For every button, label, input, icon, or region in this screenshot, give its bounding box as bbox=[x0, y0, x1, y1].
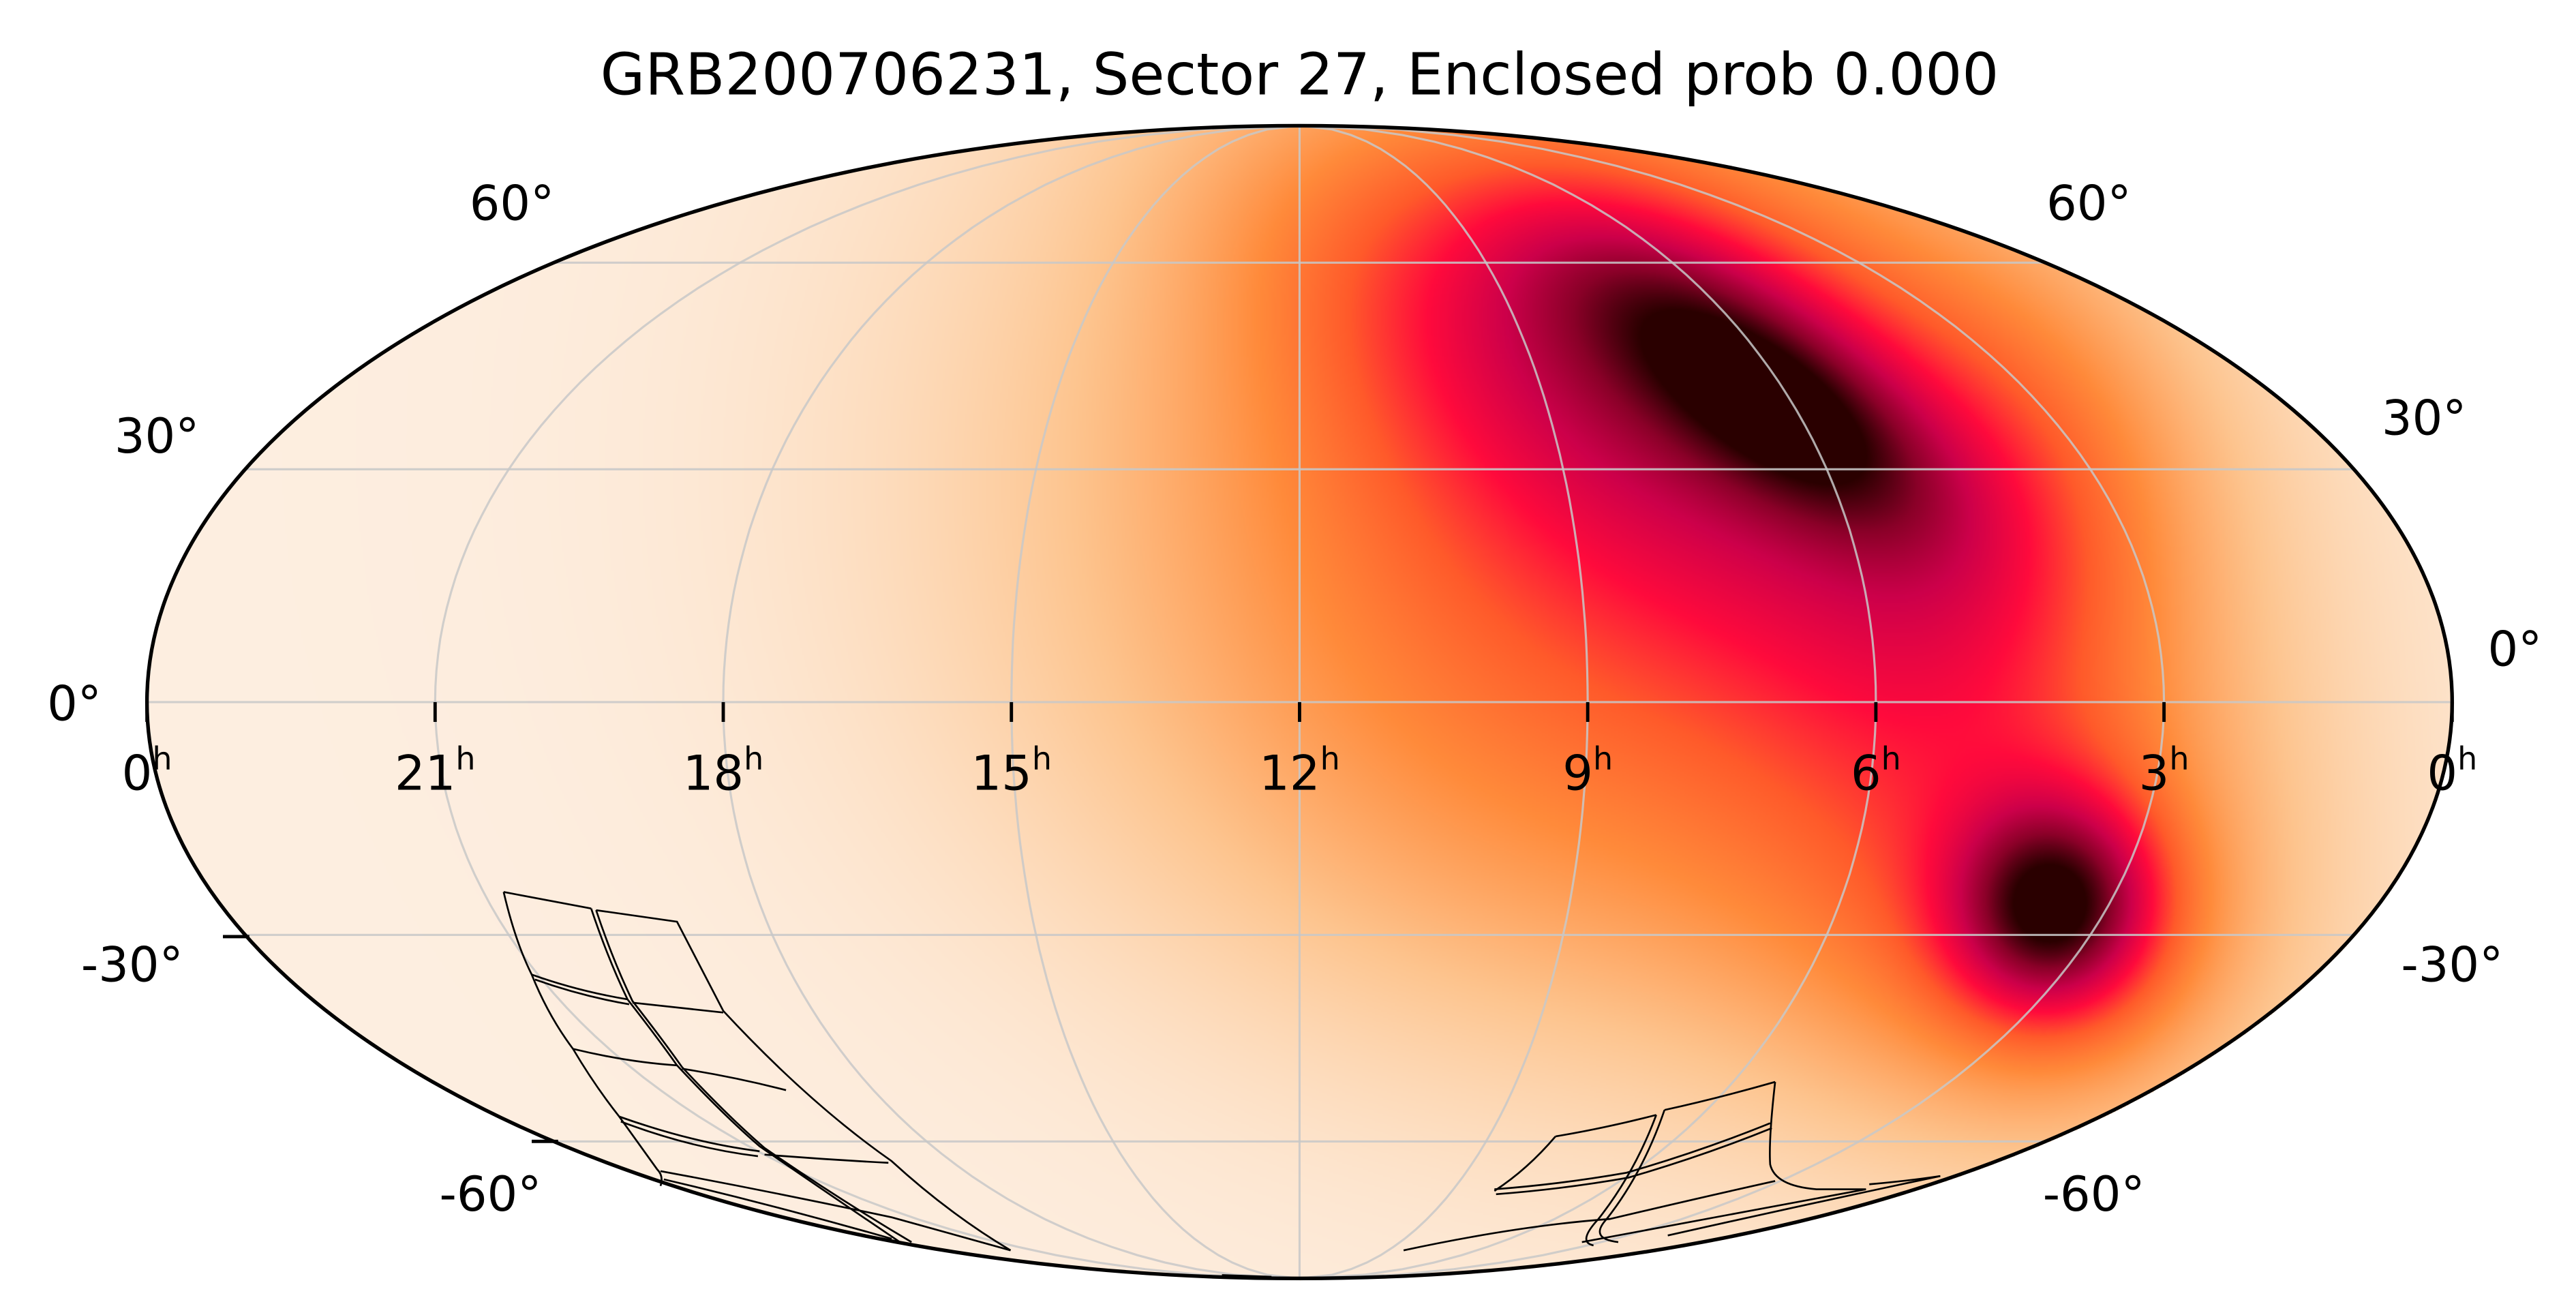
dec-tick-labels: 60° 30° 0° -30° -60° 60° 30° 0° -30° -60… bbox=[47, 176, 2542, 1222]
dec-label-left: 30° bbox=[115, 408, 200, 464]
ra-tick-unit: h bbox=[1593, 740, 1613, 777]
ra-tick-label: 15h bbox=[971, 740, 1052, 801]
dec-label-left: -60° bbox=[440, 1166, 542, 1222]
ra-tick-label: 9h bbox=[1562, 740, 1613, 801]
dec-label-right: 60° bbox=[2046, 176, 2132, 232]
ra-tick-unit: h bbox=[2169, 740, 2189, 777]
footprint-ccd bbox=[1667, 1175, 1941, 1237]
ra-tick-label: 0h bbox=[122, 740, 172, 801]
ra-tick-label: 3h bbox=[2139, 740, 2189, 801]
ra-tick-unit: h bbox=[1032, 740, 1052, 777]
footprint-ccd bbox=[1555, 1080, 1776, 1138]
ra-tick-value: 18 bbox=[683, 745, 744, 801]
ra-tick-unit: h bbox=[1320, 740, 1340, 777]
dec-label-right: -60° bbox=[2043, 1166, 2145, 1222]
ra-tick-unit: h bbox=[1881, 740, 1901, 777]
ra-tick-value: 12 bbox=[1259, 745, 1320, 801]
dec-label-left: 60° bbox=[470, 176, 555, 232]
ra-tick-value: 3 bbox=[2139, 745, 2170, 801]
footprint-ccd bbox=[531, 973, 724, 1014]
ra-tick-label: 12h bbox=[1259, 740, 1340, 801]
ra-tick-unit: h bbox=[744, 740, 763, 777]
ra-tick-value: 0 bbox=[2427, 745, 2457, 801]
dec-label-right: 0° bbox=[2487, 622, 2542, 678]
ra-tick-labels: 0h 21h 18h 15h 12h 9h 6h 3h 0h bbox=[122, 740, 2478, 801]
ra-tick-unit: h bbox=[152, 740, 172, 777]
footprint-ccd bbox=[1403, 1180, 1866, 1252]
dec-label-left: -30° bbox=[81, 937, 183, 993]
dec-label-right: 30° bbox=[2382, 390, 2467, 446]
ra-tick-value: 6 bbox=[1851, 745, 1881, 801]
footprint-ccd bbox=[1494, 1122, 1772, 1196]
axis-ticks bbox=[145, 701, 2454, 1143]
ra-tick-value: 15 bbox=[971, 745, 1031, 801]
ra-tick-unit: h bbox=[455, 740, 475, 777]
ra-tick-label: 21h bbox=[395, 740, 476, 801]
ra-tick-label: 6h bbox=[1851, 740, 1901, 801]
ra-tick-label: 0h bbox=[2427, 740, 2477, 801]
tess-sector-footprints bbox=[502, 891, 1941, 1278]
ra-tick-unit: h bbox=[2457, 740, 2477, 777]
ra-tick-value: 9 bbox=[1562, 745, 1593, 801]
footprint-ccd bbox=[660, 1170, 1011, 1252]
footprint-ccd bbox=[503, 891, 1012, 1252]
footprint-ccd bbox=[590, 908, 912, 1243]
dec-label-left: 0° bbox=[47, 676, 102, 732]
ra-tick-label: 18h bbox=[683, 740, 764, 801]
footprint-ccd bbox=[502, 892, 663, 1187]
ra-tick-value: 21 bbox=[395, 745, 455, 801]
footprint-ccd bbox=[1494, 1136, 1556, 1192]
dec-label-right: -30° bbox=[2401, 937, 2503, 993]
footprint-ccd bbox=[573, 1048, 787, 1091]
ra-tick-value: 0 bbox=[122, 745, 153, 801]
footprint-ccd bbox=[618, 1115, 889, 1164]
footprint-ccd bbox=[1585, 1109, 1666, 1247]
chart-title: GRB200706231, Sector 27, Enclosed prob 0… bbox=[601, 40, 1999, 108]
